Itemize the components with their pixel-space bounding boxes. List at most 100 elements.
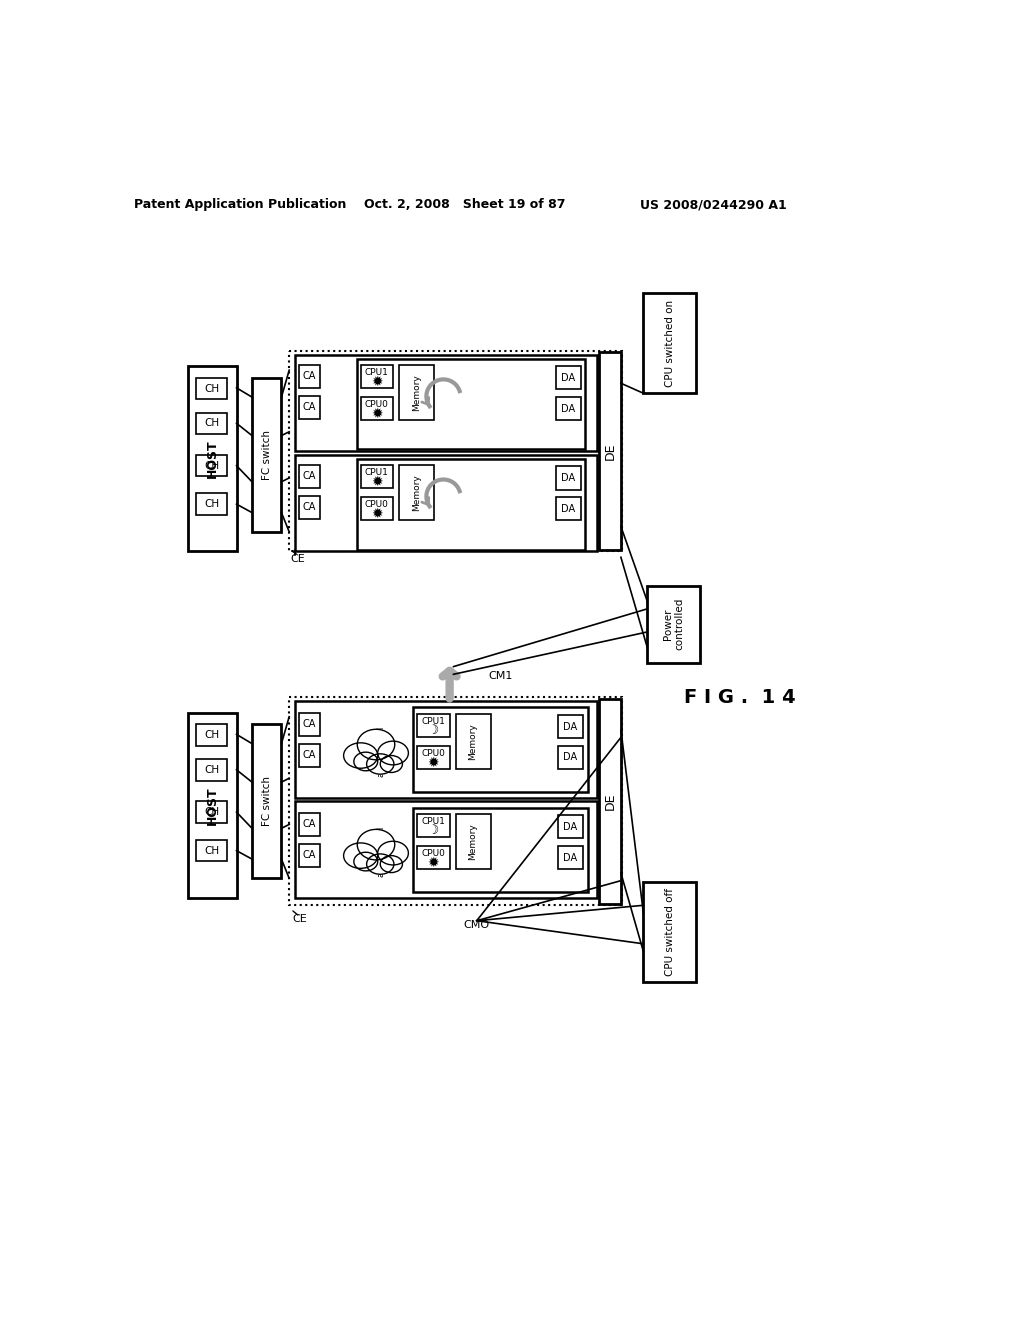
Bar (299, 813, 321, 836)
Text: DA: DA (563, 752, 578, 763)
Text: Patent Application Publication: Patent Application Publication (134, 198, 346, 211)
Text: HOST: HOST (206, 785, 219, 825)
Bar (188, 367, 237, 552)
Bar (299, 843, 321, 867)
Bar (360, 498, 393, 520)
Text: CPU0: CPU0 (365, 500, 389, 510)
Text: DE: DE (603, 442, 616, 459)
Text: Oct. 2, 2008   Sheet 19 of 87: Oct. 2, 2008 Sheet 19 of 87 (365, 198, 566, 211)
Text: CPU1: CPU1 (365, 368, 389, 378)
Bar (295, 801, 597, 898)
Bar (197, 412, 227, 434)
Text: ✹: ✹ (371, 407, 383, 421)
Ellipse shape (357, 829, 395, 859)
Bar (197, 801, 227, 822)
Bar (456, 813, 490, 869)
Bar (558, 746, 583, 770)
Bar (299, 396, 321, 418)
Ellipse shape (378, 741, 409, 764)
Bar (197, 378, 227, 400)
Bar (197, 494, 227, 515)
Text: DA: DA (561, 504, 575, 513)
Bar (417, 714, 450, 737)
Text: FC switch: FC switch (262, 430, 271, 480)
Text: Memory: Memory (468, 822, 477, 859)
Bar (360, 397, 393, 420)
Text: CH: CH (204, 730, 219, 741)
Text: DA: DA (561, 404, 575, 413)
Bar (558, 846, 583, 869)
Text: CPU1: CPU1 (422, 817, 445, 826)
Bar (356, 359, 586, 450)
Bar (558, 816, 583, 838)
Text: F I G .  1 4: F I G . 1 4 (684, 688, 796, 708)
Bar (295, 701, 597, 797)
Text: CH: CH (204, 384, 219, 393)
Text: CPU switched on: CPU switched on (665, 300, 675, 387)
Ellipse shape (357, 729, 395, 760)
Text: DA: DA (561, 473, 575, 483)
Bar (556, 466, 581, 490)
Bar (252, 725, 282, 878)
Bar (360, 465, 393, 488)
Bar (289, 351, 623, 552)
Text: CE: CE (291, 554, 305, 564)
Text: ✹: ✹ (371, 507, 383, 521)
Bar (197, 840, 227, 862)
Text: ☽: ☽ (428, 824, 439, 837)
Bar (299, 465, 321, 488)
Bar (417, 746, 450, 770)
Bar (599, 700, 621, 904)
Bar (417, 813, 450, 837)
Bar (299, 496, 321, 519)
Bar (197, 759, 227, 780)
Text: CPU switched off: CPU switched off (665, 888, 675, 977)
Text: CPU0: CPU0 (422, 849, 445, 858)
Text: FC switch: FC switch (262, 776, 271, 826)
Text: CA: CA (303, 750, 316, 760)
Text: CPU0: CPU0 (422, 750, 445, 758)
Bar (299, 364, 321, 388)
Text: CPU1: CPU1 (422, 717, 445, 726)
Bar (356, 459, 586, 549)
Text: CH: CH (204, 461, 219, 471)
Bar (599, 352, 621, 549)
Text: CA: CA (303, 403, 316, 412)
Text: CM1: CM1 (488, 671, 513, 681)
Bar (556, 397, 581, 420)
Ellipse shape (344, 843, 378, 869)
Text: DA: DA (563, 822, 578, 832)
Text: ☽: ☽ (428, 723, 439, 737)
Text: Memory: Memory (413, 474, 421, 511)
Text: Memory: Memory (413, 374, 421, 411)
Bar (197, 455, 227, 477)
Ellipse shape (367, 854, 394, 874)
Text: CA: CA (303, 502, 316, 512)
Text: Power
controlled: Power controlled (663, 598, 684, 651)
Bar (399, 465, 434, 520)
Text: CMO: CMO (464, 920, 489, 929)
Bar (556, 367, 581, 389)
Text: CH: CH (204, 418, 219, 428)
Bar (252, 378, 282, 532)
Ellipse shape (378, 841, 409, 865)
Ellipse shape (354, 853, 378, 871)
Text: ✹: ✹ (428, 756, 439, 770)
Text: CH: CH (204, 807, 219, 817)
Text: DA: DA (563, 853, 578, 862)
Text: CA: CA (303, 719, 316, 730)
Bar (295, 455, 597, 552)
Text: ✹: ✹ (371, 475, 383, 488)
Text: CH: CH (204, 499, 219, 510)
Text: CPU0: CPU0 (365, 400, 389, 409)
Text: Memory: Memory (468, 723, 477, 760)
Bar (295, 355, 597, 451)
Bar (299, 743, 321, 767)
Bar (289, 697, 623, 906)
Text: DA: DA (561, 372, 575, 383)
Bar (643, 882, 696, 982)
Ellipse shape (354, 752, 378, 771)
Text: ✹: ✹ (428, 855, 439, 870)
Bar (417, 846, 450, 869)
Text: CA: CA (303, 820, 316, 829)
